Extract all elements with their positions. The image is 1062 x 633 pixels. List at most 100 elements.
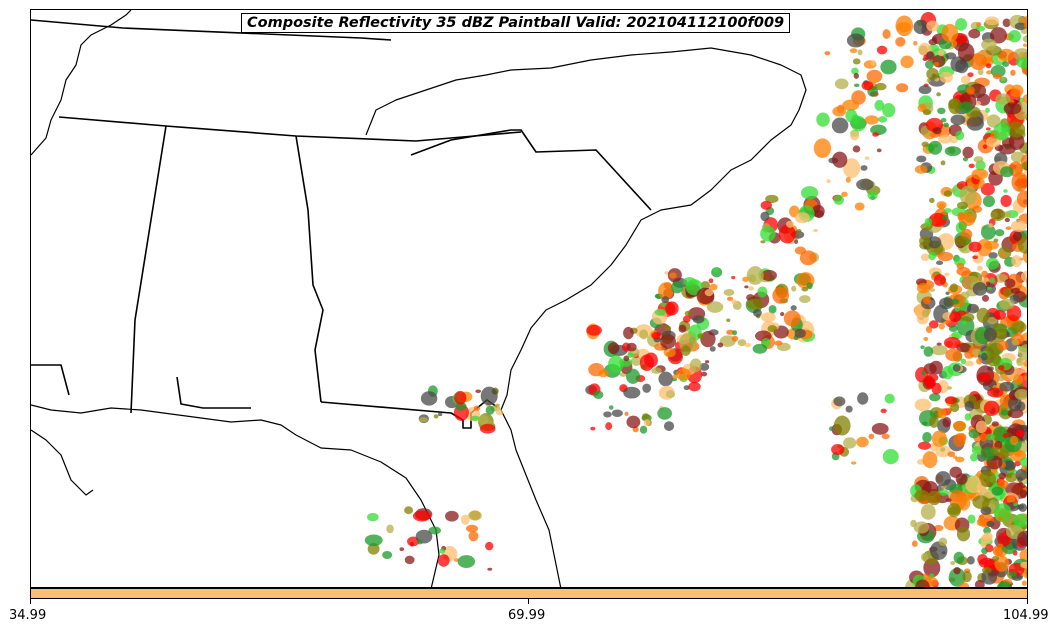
reflectivity-blob [813, 138, 832, 159]
reflectivity-blob [1023, 360, 1027, 367]
coastline [31, 10, 132, 156]
reflectivity-blob [478, 415, 489, 425]
reflectivity-blob [938, 203, 945, 210]
reflectivity-blob [1000, 409, 1009, 416]
reflectivity-blob [987, 387, 1004, 398]
reflectivity-blob [992, 73, 1002, 80]
reflectivity-blob [854, 202, 865, 211]
reflectivity-blob [913, 19, 928, 35]
reflectivity-blob [495, 409, 504, 416]
reflectivity-blob [982, 144, 988, 150]
reflectivity-blob [926, 20, 940, 32]
reflectivity-blob [948, 567, 966, 587]
reflectivity-blob [927, 490, 942, 506]
reflectivity-blob [760, 225, 776, 242]
reflectivity-blob [924, 377, 936, 388]
reflectivity-blob [854, 83, 860, 88]
reflectivity-blob [959, 185, 977, 206]
coastline [31, 429, 94, 496]
reflectivity-blob [919, 235, 931, 247]
reflectivity-blob [1013, 513, 1027, 528]
state-border [410, 129, 652, 211]
reflectivity-blob [878, 116, 888, 123]
reflectivity-blob [880, 59, 897, 75]
reflectivity-blob [950, 114, 966, 126]
reflectivity-blob [998, 516, 1003, 521]
reflectivity-blob [945, 348, 962, 362]
reflectivity-blob [1023, 21, 1027, 30]
reflectivity-blob [603, 411, 612, 418]
reflectivity-blob [1027, 299, 1028, 309]
reflectivity-blob [860, 165, 868, 171]
reflectivity-blob [794, 328, 806, 339]
reflectivity-blob [428, 526, 441, 535]
colorbar-tick [528, 599, 529, 604]
reflectivity-blob [723, 288, 735, 296]
reflectivity-blob [726, 329, 735, 335]
reflectivity-blob [669, 272, 677, 279]
reflectivity-blob [684, 310, 692, 317]
reflectivity-blob [619, 358, 633, 367]
reflectivity-blob [920, 253, 930, 262]
colorbar-tick [1027, 599, 1028, 604]
reflectivity-blob [976, 357, 983, 365]
reflectivity-blob [914, 490, 930, 502]
reflectivity-blob [439, 548, 446, 554]
reflectivity-blob [639, 329, 649, 340]
reflectivity-blob [993, 238, 999, 243]
reflectivity-blob [973, 156, 984, 163]
reflectivity-blob [1002, 433, 1010, 439]
reflectivity-blob [1008, 133, 1025, 150]
reflectivity-blob [404, 555, 415, 565]
reflectivity-blob [608, 405, 614, 410]
reflectivity-blob [923, 346, 934, 357]
reflectivity-blob [1026, 158, 1027, 161]
reflectivity-blob [944, 146, 962, 157]
reflectivity-blob [832, 106, 847, 117]
reflectivity-blob [794, 246, 807, 255]
reflectivity-blob [971, 168, 989, 180]
reflectivity-blob [829, 426, 834, 431]
reflectivity-blob [641, 413, 650, 421]
reflectivity-blob [726, 296, 734, 301]
reflectivity-blob [868, 433, 875, 440]
reflectivity-blob [731, 275, 736, 280]
reflectivity-blob [1021, 67, 1027, 75]
reflectivity-blob [982, 195, 995, 208]
reflectivity-blob [937, 49, 945, 57]
reflectivity-blob [864, 115, 879, 125]
reflectivity-blob [943, 190, 953, 197]
reflectivity-blob [639, 354, 654, 372]
reflectivity-blob [833, 396, 846, 407]
reflectivity-blob [922, 431, 932, 443]
reflectivity-blob [951, 298, 960, 305]
reflectivity-blob [813, 228, 818, 233]
reflectivity-blob [971, 348, 982, 356]
reflectivity-blob [916, 282, 931, 294]
reflectivity-blob [834, 78, 849, 90]
reflectivity-blob [1023, 375, 1027, 381]
reflectivity-blob [881, 433, 890, 440]
reflectivity-blob [981, 38, 997, 51]
reflectivity-blob [972, 282, 988, 296]
reflectivity-blob [985, 127, 991, 131]
reflectivity-blob [986, 352, 1002, 367]
reflectivity-blob [480, 386, 498, 406]
reflectivity-blob [953, 433, 966, 448]
reflectivity-blob [963, 157, 968, 162]
reflectivity-blob [928, 288, 936, 292]
reflectivity-blob [994, 229, 1005, 237]
reflectivity-blob [760, 240, 766, 244]
reflectivity-blob [980, 224, 996, 240]
reflectivity-blob [975, 100, 982, 106]
reflectivity-blob [794, 239, 799, 245]
reflectivity-blob [967, 514, 976, 524]
reflectivity-blob [941, 365, 954, 380]
reflectivity-blob [607, 342, 620, 355]
reflectivity-blob [658, 385, 675, 400]
reflectivity-blob [921, 141, 929, 148]
reflectivity-blob [928, 251, 937, 261]
reflectivity-blob [966, 116, 984, 131]
reflectivity-blob [986, 257, 1000, 270]
reflectivity-blob [960, 358, 967, 365]
